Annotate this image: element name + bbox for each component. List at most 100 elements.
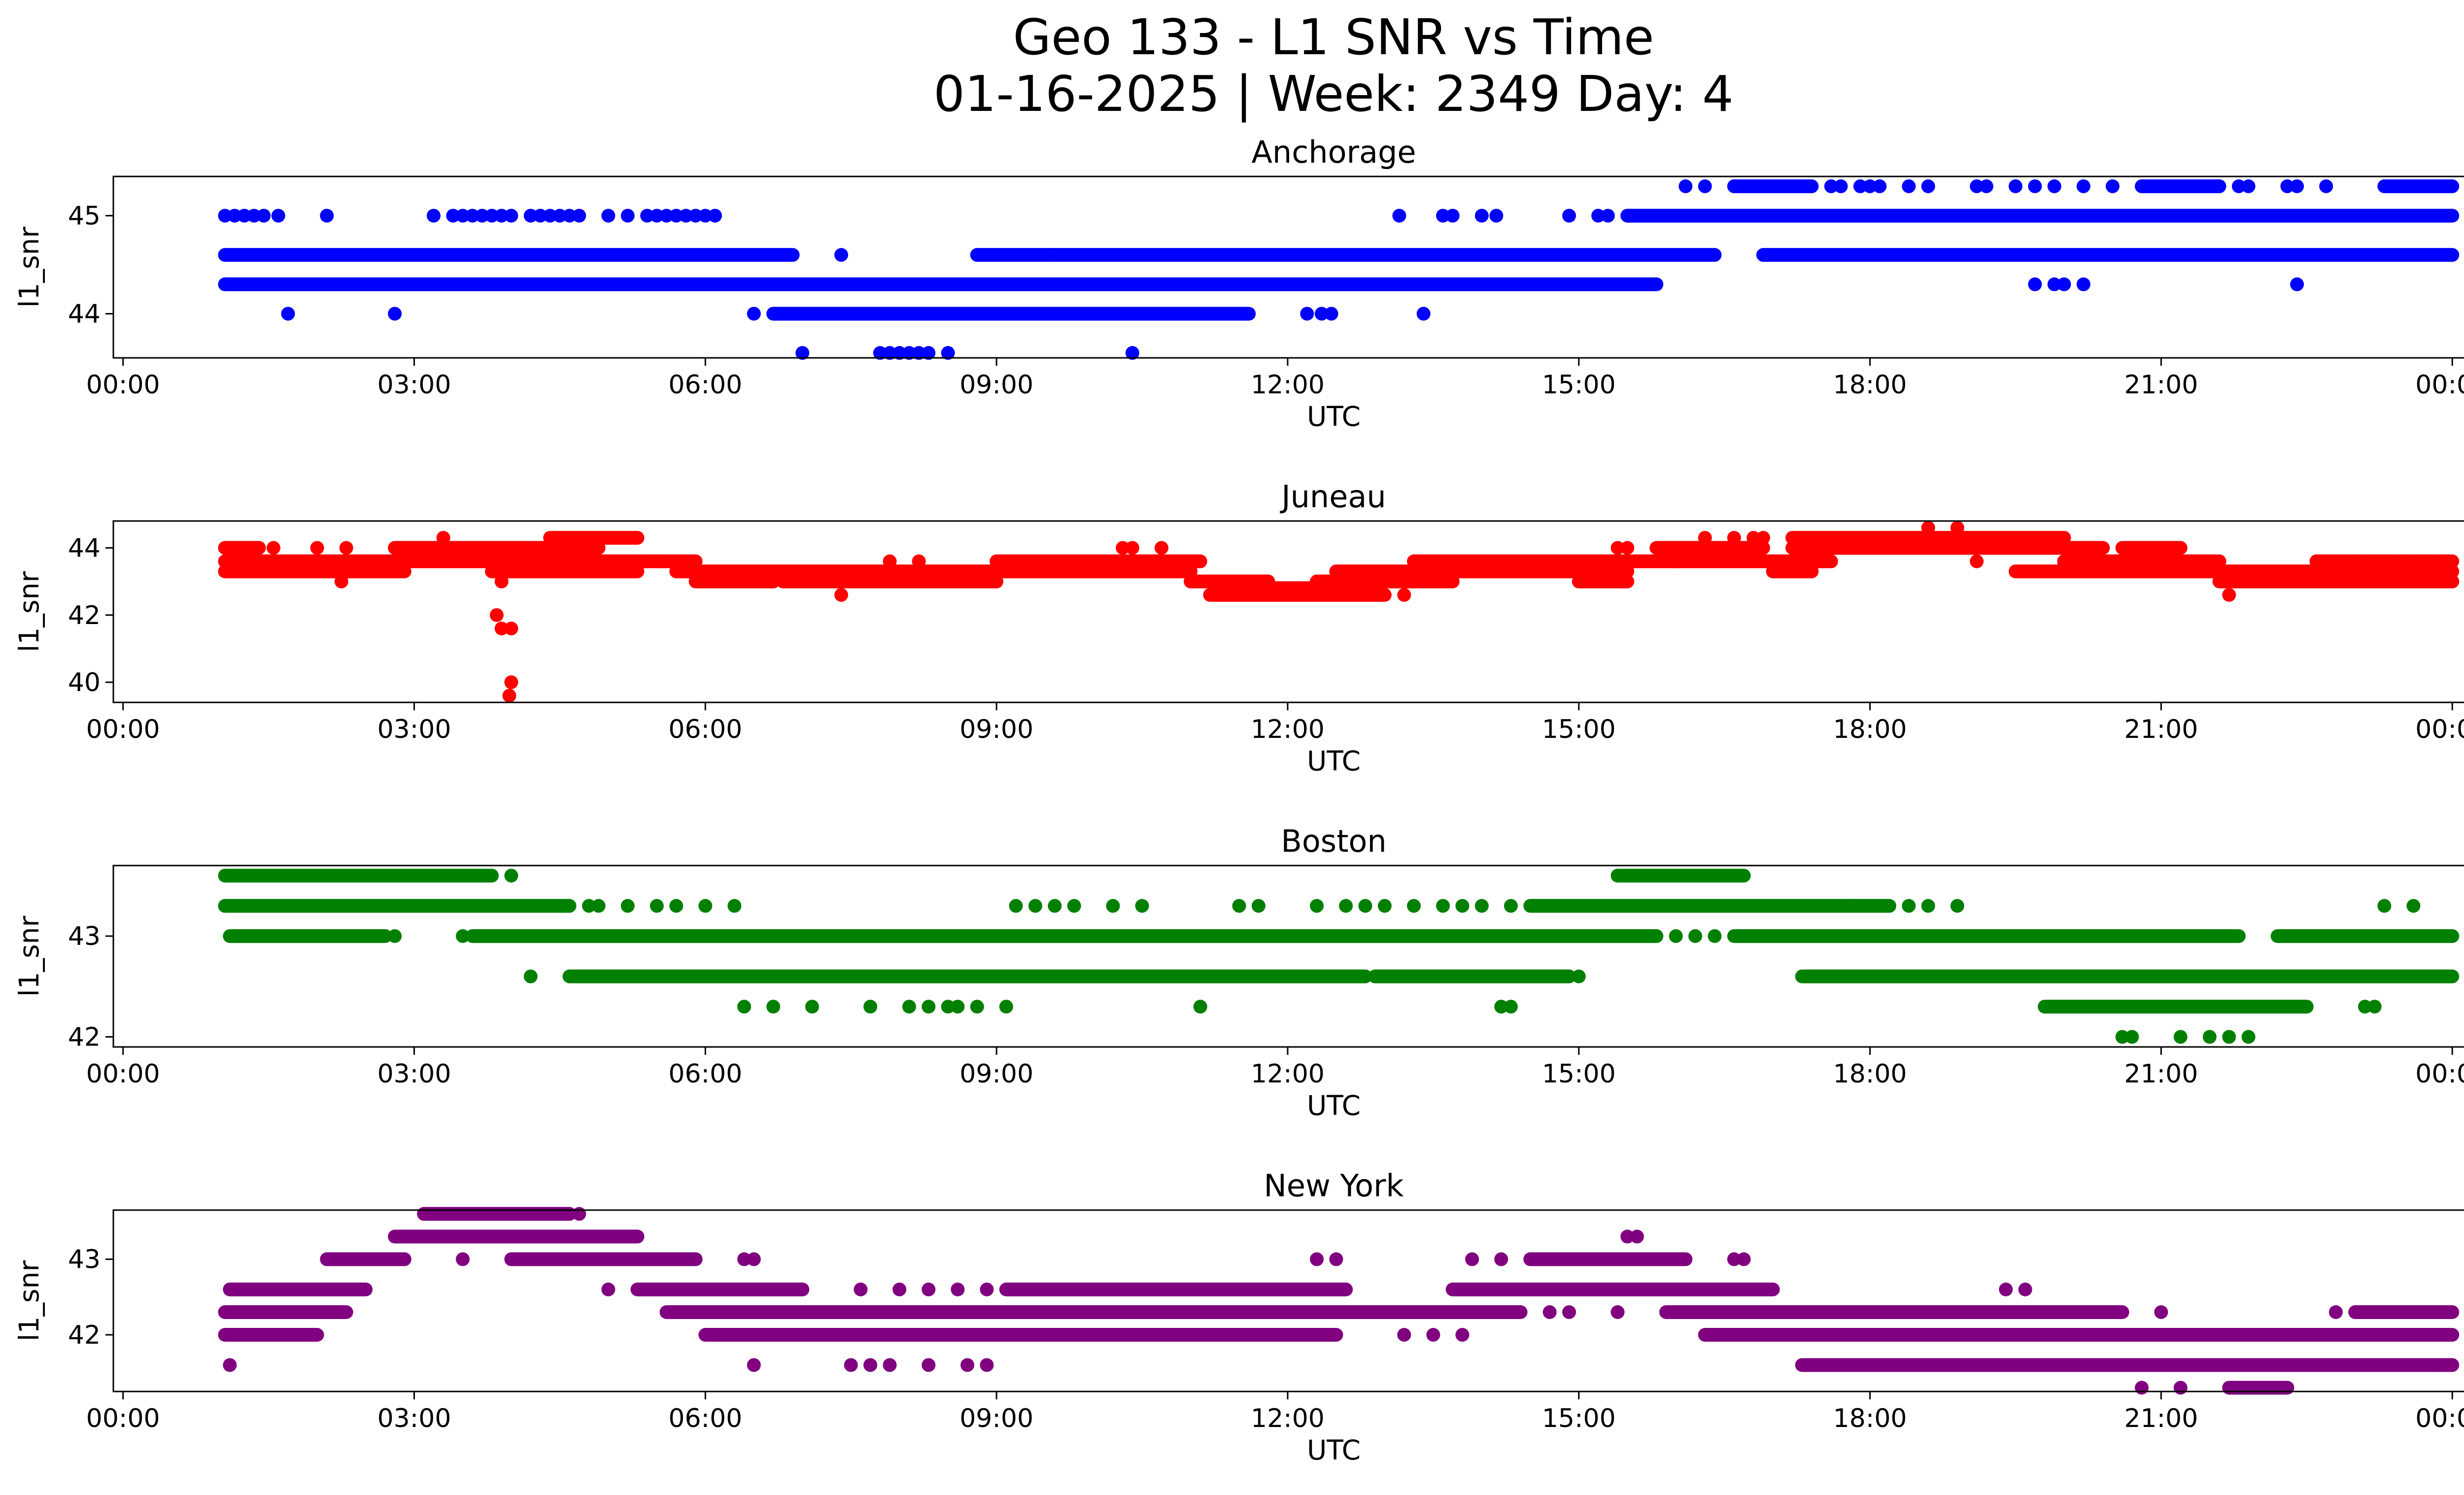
data-point xyxy=(892,1283,907,1296)
x-tick-label: 21:00 xyxy=(2124,715,2198,744)
x-tick-label: 06:00 xyxy=(668,370,742,400)
data-point xyxy=(2377,554,2392,568)
data-point xyxy=(2076,277,2090,291)
data-point xyxy=(247,209,261,223)
data-point xyxy=(2135,1381,2149,1395)
x-tick-label: 06:00 xyxy=(668,715,742,744)
data-point xyxy=(1251,899,1266,913)
data-point xyxy=(494,574,509,589)
data-point xyxy=(1620,541,1635,555)
data-point xyxy=(2076,179,2090,193)
x-tick-label: 18:00 xyxy=(1833,1059,1907,1089)
data-point xyxy=(795,346,810,360)
data-point xyxy=(1329,1252,1343,1266)
data-point xyxy=(1610,541,1625,555)
data-point xyxy=(1125,346,1139,360)
y-tick-label: 44 xyxy=(68,534,101,563)
y-axis-label: l1_snr xyxy=(13,227,45,308)
data-point xyxy=(543,209,557,223)
x-tick-label: 03:00 xyxy=(377,715,451,744)
data-point xyxy=(504,622,518,636)
data-point xyxy=(2396,554,2411,568)
data-point xyxy=(1950,899,1964,913)
y-tick-label: 42 xyxy=(68,1321,101,1350)
data-point xyxy=(2377,899,2392,913)
y-tick-label: 45 xyxy=(68,202,101,231)
data-point xyxy=(1125,541,1139,555)
data-point xyxy=(1106,899,1120,913)
data-point xyxy=(552,209,567,223)
data-point xyxy=(1853,179,1867,193)
data-point xyxy=(1572,969,1586,983)
data-point xyxy=(582,899,596,913)
data-point xyxy=(2018,1283,2032,1296)
data-point xyxy=(2212,929,2226,943)
data-point xyxy=(1009,899,1023,913)
data-point xyxy=(266,541,280,555)
data-point xyxy=(426,209,441,223)
data-point xyxy=(334,574,348,589)
data-point xyxy=(873,346,887,360)
data-point xyxy=(1455,1328,1470,1342)
data-point xyxy=(485,209,499,223)
data-point xyxy=(271,209,285,223)
data-point xyxy=(2154,1305,2168,1319)
data-point xyxy=(1494,1000,1508,1014)
data-point xyxy=(504,209,518,223)
data-point xyxy=(1979,179,1993,193)
data-point xyxy=(805,1000,819,1014)
x-tick-label: 21:00 xyxy=(2124,1059,2198,1089)
data-point xyxy=(591,899,606,913)
data-point xyxy=(1426,1328,1440,1342)
data-point xyxy=(1921,521,1935,535)
data-point xyxy=(436,531,450,545)
data-point xyxy=(2173,1381,2188,1395)
data-point xyxy=(533,209,548,223)
data-point xyxy=(2348,554,2362,568)
data-point xyxy=(854,1283,868,1296)
data-point xyxy=(378,929,392,943)
data-point xyxy=(1921,179,1935,193)
data-point xyxy=(2008,179,2022,193)
axes-frame xyxy=(112,1209,2464,1392)
data-point xyxy=(504,869,518,883)
data-point xyxy=(737,1000,752,1014)
axes-frame xyxy=(112,865,2464,1048)
data-point xyxy=(679,209,693,223)
data-point xyxy=(2406,899,2421,913)
data-point xyxy=(922,1358,936,1372)
data-point xyxy=(951,1283,965,1296)
data-point xyxy=(1436,899,1450,913)
data-point xyxy=(2348,1305,2362,1319)
data-point xyxy=(2028,277,2042,291)
x-tick-label: 09:00 xyxy=(959,370,1033,400)
data-point xyxy=(1300,307,1314,321)
data-point xyxy=(1902,179,1916,193)
data-point xyxy=(883,554,897,568)
data-point xyxy=(620,209,635,223)
data-point xyxy=(2416,554,2430,568)
data-point xyxy=(1397,1328,1411,1342)
data-point xyxy=(970,1000,984,1014)
data-point xyxy=(1834,179,1848,193)
x-tick-label: 09:00 xyxy=(959,1404,1033,1433)
x-axis-label: UTC xyxy=(1307,745,1361,777)
data-point xyxy=(2047,277,2061,291)
x-tick-label: 12:00 xyxy=(1251,370,1325,400)
data-point xyxy=(834,248,849,262)
y-axis-label: l1_snr xyxy=(13,1260,45,1341)
data-point xyxy=(1902,899,1916,913)
data-point xyxy=(1610,1305,1625,1319)
panel-title: Anchorage xyxy=(1251,134,1416,170)
axes-frame xyxy=(112,175,2464,359)
data-point xyxy=(2231,179,2246,193)
data-point xyxy=(2358,1000,2372,1014)
data-point xyxy=(1397,588,1411,602)
data-point xyxy=(2426,1358,2440,1372)
data-point xyxy=(922,346,936,360)
x-tick-label: 06:00 xyxy=(668,1059,742,1089)
data-point xyxy=(2125,1030,2139,1044)
data-point xyxy=(1688,929,1703,943)
data-point xyxy=(494,622,509,636)
